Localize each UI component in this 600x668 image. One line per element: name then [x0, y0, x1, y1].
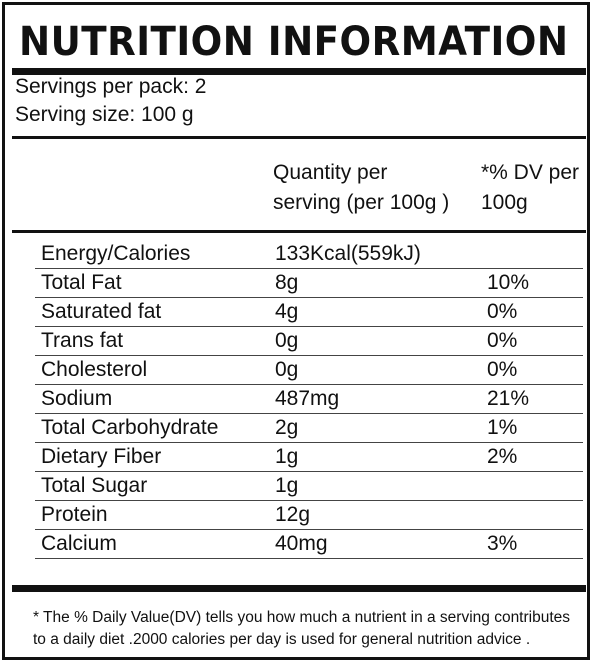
row-divider	[35, 326, 583, 327]
row-divider	[35, 268, 583, 269]
nutrient-dv: 3%	[487, 532, 518, 555]
nutrient-dv: 10%	[487, 271, 530, 294]
nutrient-dv: 1%	[487, 416, 518, 439]
table-row: Protein 12g	[5, 501, 587, 530]
table-row: Total Carbohydrate 2g 1%	[5, 414, 587, 443]
nutrient-name: Total Sugar	[41, 474, 148, 497]
row-divider	[35, 384, 583, 385]
table-row: Calcium 40mg 3%	[5, 530, 587, 559]
nutrient-dv: 0%	[487, 300, 518, 323]
nutrient-quantity: 1g	[275, 474, 299, 497]
nutrition-panel: NUTRITION INFORMATION Servings per pack:…	[2, 2, 590, 660]
table-row: Cholesterol 0g 0%	[5, 356, 587, 385]
nutrient-name: Sodium	[41, 387, 113, 410]
table-row: Total Sugar 1g	[5, 472, 587, 501]
nutrient-dv: 21%	[487, 387, 530, 410]
nutrient-name: Energy/Calories	[41, 242, 191, 265]
nutrient-quantity: 12g	[275, 503, 311, 526]
nutrient-dv: 0%	[487, 329, 518, 352]
nutrient-name: Protein	[41, 503, 108, 526]
nutrient-name: Saturated fat	[41, 300, 162, 323]
table-row: Energy/Calories 133Kcal(559kJ)	[5, 240, 587, 269]
title-rule	[12, 68, 586, 75]
servings-per-pack: Servings per pack: 2	[15, 75, 207, 98]
nutrient-dv: 0%	[487, 358, 518, 381]
nutrient-quantity: 0g	[275, 329, 299, 352]
row-divider	[35, 297, 583, 298]
panel-title: NUTRITION INFORMATION	[19, 19, 569, 65]
nutrient-table: Energy/Calories 133Kcal(559kJ) Total Fat 8g…	[5, 240, 587, 565]
table-row: Trans fat 0g 0%	[5, 327, 587, 356]
table-row: Sodium 487mg 21%	[5, 385, 587, 414]
nutrient-name: Cholesterol	[41, 358, 148, 381]
table-row: Dietary Fiber 1g 2%	[5, 443, 587, 472]
nutrient-quantity: 2g	[275, 416, 299, 439]
row-divider	[35, 442, 583, 443]
nutrient-name: Trans fat	[41, 329, 124, 352]
nutrient-name: Dietary Fiber	[41, 445, 162, 468]
table-row: Total Fat 8g 10%	[5, 269, 587, 298]
nutrient-quantity: 0g	[275, 358, 299, 381]
nutrient-quantity: 1g	[275, 445, 299, 468]
nutrient-name: Total Carbohydrate	[41, 416, 219, 439]
quantity-header-line1: Quantity per	[273, 161, 388, 184]
table-bottom-rule	[12, 585, 586, 592]
quantity-header-line2: serving (per 100g )	[273, 191, 450, 214]
daily-value-footnote: * The % Daily Value(DV) tells you how mu…	[33, 607, 589, 651]
row-divider	[35, 471, 583, 472]
footnote-line-2: to a daily diet .2000 calories per day i…	[33, 631, 531, 648]
nutrient-quantity: 4g	[275, 300, 299, 323]
dv-header-line2: 100g	[481, 191, 528, 214]
row-divider	[35, 413, 583, 414]
nutrient-dv: 2%	[487, 445, 518, 468]
row-divider	[35, 558, 583, 559]
row-divider	[35, 355, 583, 356]
row-divider	[35, 529, 583, 530]
nutrient-quantity: 133Kcal(559kJ)	[275, 242, 421, 265]
nutrient-name: Total Fat	[41, 271, 122, 294]
serving-size: Serving size: 100 g	[15, 103, 194, 126]
nutrient-quantity: 8g	[275, 271, 299, 294]
footnote-line-1: * The % Daily Value(DV) tells you how mu…	[33, 609, 571, 626]
nutrient-quantity: 487mg	[275, 387, 340, 410]
serving-rule	[12, 136, 586, 139]
dv-header-line1: *% DV per	[481, 161, 580, 184]
nutrient-quantity: 40mg	[275, 532, 328, 555]
header-rule	[12, 230, 586, 233]
row-divider	[35, 500, 583, 501]
nutrient-name: Calcium	[41, 532, 117, 555]
table-row: Saturated fat 4g 0%	[5, 298, 587, 327]
